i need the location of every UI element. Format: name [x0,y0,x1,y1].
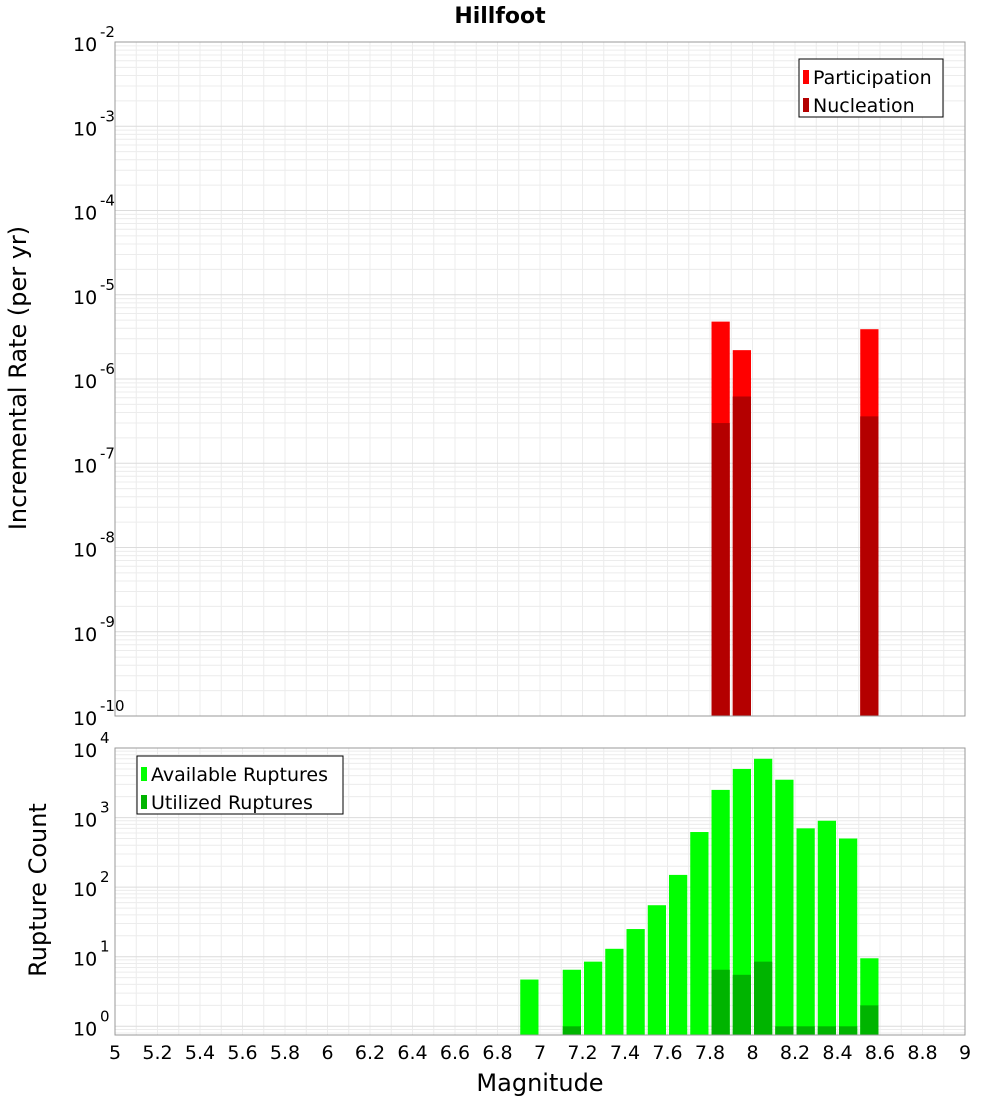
legend-label: Available Ruptures [151,764,328,786]
x-tick-label: 8.6 [865,1042,895,1064]
y-tick-label: 10 [73,810,97,832]
y-tick-label: 10 [73,879,97,901]
x-tick-label: 6.8 [482,1042,512,1064]
x-tick-label: 6 [321,1042,333,1064]
bar [839,1026,858,1035]
bar [732,974,751,1035]
chart-title: Hillfoot [454,4,546,29]
y-tick-label: 10 [73,118,97,140]
bar [732,768,751,1035]
bar [605,948,624,1035]
legend-label: Utilized Ruptures [151,792,313,814]
legend: Participation Nucleation [798,58,944,118]
y-tick-label: 10 [73,540,97,562]
bar [775,779,794,1035]
y-tick-exponent: 1 [100,938,110,956]
bar [839,838,858,1035]
bar [584,961,603,1035]
y-tick-label: 10 [73,371,97,393]
x-tick-label: 7.8 [695,1042,725,1064]
y-tick-label: 10 [73,624,97,646]
x-tick-label: 8.2 [780,1042,810,1064]
bar [860,1005,879,1035]
series-utilized-ruptures [562,961,879,1035]
plot-border [114,747,966,1036]
legend-swatch [803,70,809,84]
y-tick-label: 10 [73,949,97,971]
bar [626,929,645,1035]
x-tick-label: 7 [534,1042,546,1064]
x-tick-label: 8.8 [907,1042,937,1064]
bar [732,396,751,716]
bar [796,1026,815,1035]
bar [796,828,815,1035]
y-tick-label: 10 [73,455,97,477]
y-tick-label: 10 [73,34,97,56]
x-tick-label: 6.6 [440,1042,470,1064]
incremental-rate-panel: 10-1010-910-810-710-610-510-410-310-2Par… [73,23,966,730]
x-tick-label: 8.4 [822,1042,852,1064]
bar [817,1026,836,1035]
x-tick-label: 5.8 [270,1042,300,1064]
x-tick-label: 6.2 [355,1042,385,1064]
y-tick-label: 10 [73,287,97,309]
legend: Available Ruptures Utilized Ruptures [136,755,344,815]
y-tick-exponent: 2 [100,868,110,886]
series-nucleation [711,396,879,716]
legend-label: Nucleation [813,95,915,117]
bar [711,969,730,1035]
x-tick-label: 7.6 [652,1042,682,1064]
bar [562,969,581,1035]
y-tick-exponent: -2 [100,23,115,41]
bar [775,1026,794,1035]
legend-swatch [803,98,809,112]
y-tick-label: 10 [73,740,97,762]
bar [690,832,709,1035]
bar [860,416,879,716]
x-tick-label: 5.6 [227,1042,257,1064]
bottom-y-axis-label: Rupture Count [24,803,52,977]
y-tick-label: 10 [73,1018,97,1040]
y-tick-label: 10 [73,708,97,730]
legend-swatch [141,767,147,781]
y-tick-label: 10 [73,203,97,225]
y-tick-exponent: -8 [100,529,115,547]
y-tick-exponent: 3 [100,799,110,817]
x-tick-label: 9 [959,1042,971,1064]
x-tick-label: 5.4 [185,1042,215,1064]
bar [754,961,773,1035]
bar [647,905,666,1035]
bar [669,874,688,1035]
y-tick-exponent: -4 [100,192,115,210]
x-tick-label: 8 [746,1042,758,1064]
x-tick-label: 6.4 [397,1042,427,1064]
y-tick-exponent: -5 [100,276,115,294]
top-y-axis-label: Incremental Rate (per yr) [4,226,32,530]
y-tick-exponent: -9 [100,613,115,631]
grid [114,41,966,717]
bar [711,423,730,716]
x-axis-label: Magnitude [476,1069,603,1097]
x-tick-label: 5 [109,1042,121,1064]
x-tick-label: 5.2 [142,1042,172,1064]
x-tick-label: 7.4 [610,1042,640,1064]
y-tick-exponent: -6 [100,360,115,378]
bar [817,820,836,1035]
x-tick-label: 7.2 [567,1042,597,1064]
y-tick-exponent: 0 [100,1007,110,1025]
y-tick-exponent: -3 [100,107,115,125]
plot-border [114,41,966,717]
y-tick-exponent: -7 [100,444,115,462]
bar [520,979,539,1035]
y-tick-exponent: -10 [100,697,125,715]
y-tick-exponent: 4 [100,729,110,747]
legend-label: Participation [813,67,932,89]
legend-swatch [141,795,147,809]
bar [562,1026,581,1035]
